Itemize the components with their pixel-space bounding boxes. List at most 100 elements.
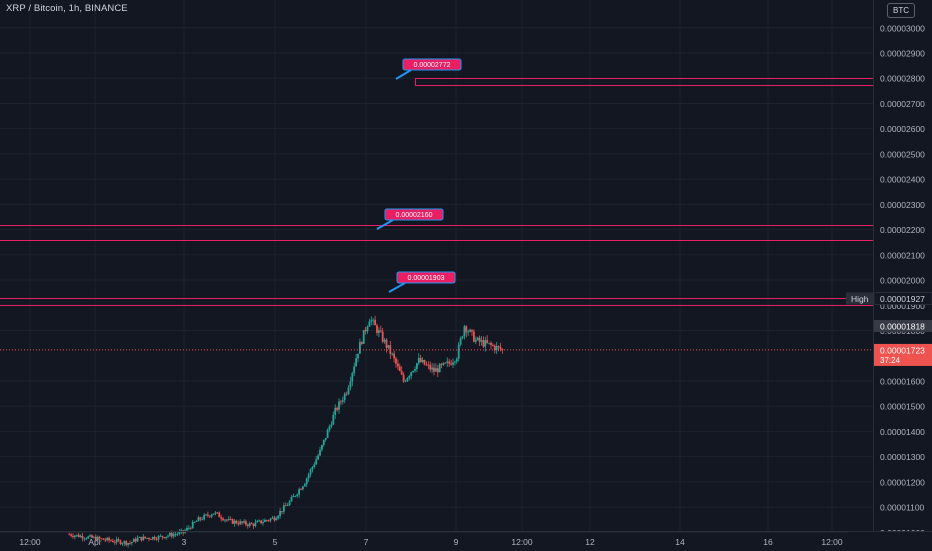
candle[interactable] — [374, 319, 376, 326]
candle[interactable] — [473, 331, 475, 342]
candle[interactable] — [423, 359, 426, 365]
candle[interactable] — [271, 517, 274, 519]
candle[interactable] — [75, 534, 78, 536]
price-axis[interactable]: 0.00003000 0.00002900 0.00002800 0.00002700… — [846, 0, 932, 550]
candle[interactable] — [402, 374, 405, 382]
candle[interactable] — [398, 366, 401, 372]
candle[interactable] — [368, 321, 371, 327]
candle[interactable] — [172, 534, 175, 537]
candle[interactable] — [376, 325, 378, 333]
candle[interactable] — [140, 536, 143, 541]
candle[interactable] — [127, 542, 129, 545]
candle[interactable] — [463, 326, 466, 337]
candle[interactable] — [119, 540, 122, 545]
candle[interactable] — [132, 538, 135, 543]
candle[interactable] — [235, 520, 238, 524]
candle[interactable] — [169, 533, 171, 536]
candle[interactable] — [199, 517, 202, 520]
candle[interactable] — [245, 521, 247, 525]
candle[interactable] — [469, 329, 471, 332]
candle[interactable] — [425, 364, 428, 366]
candle[interactable] — [201, 519, 204, 521]
candle[interactable] — [459, 338, 462, 345]
candle[interactable] — [167, 535, 169, 537]
candle[interactable] — [246, 524, 249, 527]
candle[interactable] — [208, 515, 211, 517]
candle[interactable] — [189, 527, 192, 529]
candle[interactable] — [286, 505, 289, 506]
candle[interactable] — [332, 414, 335, 425]
candle[interactable] — [360, 342, 363, 344]
candle[interactable] — [410, 372, 413, 377]
candle[interactable] — [383, 339, 386, 342]
candle[interactable] — [93, 536, 95, 538]
candle[interactable] — [421, 359, 424, 363]
candle[interactable] — [457, 344, 460, 359]
candle[interactable] — [427, 364, 430, 366]
candle[interactable] — [362, 329, 365, 344]
candle[interactable] — [440, 364, 443, 365]
candle[interactable] — [417, 358, 420, 364]
time-axis[interactable]: 12:00 Apr 3 5 7 9 12:00 12 14 16 12:00 — [0, 531, 932, 548]
candle[interactable] — [70, 534, 72, 536]
candle[interactable] — [218, 512, 221, 518]
candle[interactable] — [315, 459, 318, 465]
candle[interactable] — [279, 510, 281, 516]
candle[interactable] — [191, 522, 194, 529]
candle[interactable] — [138, 536, 141, 538]
candle[interactable] — [461, 336, 464, 339]
candle[interactable] — [129, 542, 131, 544]
candle[interactable] — [233, 520, 236, 524]
candle[interactable] — [231, 519, 234, 524]
candle[interactable] — [317, 455, 319, 460]
candle[interactable] — [134, 538, 137, 542]
candle[interactable] — [159, 535, 162, 537]
candle[interactable] — [136, 537, 139, 542]
candle[interactable] — [400, 371, 403, 375]
candle[interactable] — [454, 361, 456, 363]
candle[interactable] — [349, 381, 352, 388]
candle[interactable] — [355, 358, 357, 367]
candle[interactable] — [210, 514, 213, 517]
candle[interactable] — [256, 521, 259, 523]
candle[interactable] — [379, 330, 382, 332]
candle[interactable] — [359, 342, 361, 354]
candle[interactable] — [404, 381, 407, 382]
candle[interactable] — [303, 484, 306, 487]
candle[interactable] — [216, 512, 219, 514]
candle[interactable] — [452, 362, 454, 365]
candle[interactable] — [252, 524, 255, 526]
candle[interactable] — [391, 353, 394, 355]
candle[interactable] — [170, 533, 173, 537]
currency-badge[interactable]: BTC — [887, 3, 915, 18]
candle[interactable] — [501, 349, 504, 350]
candle[interactable] — [150, 539, 152, 540]
candle[interactable] — [480, 340, 483, 342]
candle[interactable] — [153, 536, 156, 540]
candle[interactable] — [96, 536, 99, 541]
candle[interactable] — [174, 534, 177, 535]
candle[interactable] — [131, 542, 133, 544]
candle[interactable] — [444, 362, 447, 364]
candle[interactable] — [155, 539, 158, 540]
candle[interactable] — [157, 535, 160, 540]
candle[interactable] — [341, 400, 344, 402]
candle[interactable] — [321, 445, 323, 450]
candle[interactable] — [446, 361, 449, 363]
candle[interactable] — [292, 496, 295, 498]
candle[interactable] — [207, 514, 209, 516]
candle[interactable] — [269, 518, 272, 521]
candle[interactable] — [307, 474, 310, 479]
candle[interactable] — [94, 536, 97, 541]
candle[interactable] — [241, 521, 243, 523]
candle[interactable] — [298, 489, 300, 495]
candle[interactable] — [87, 536, 90, 539]
candle[interactable] — [490, 342, 492, 345]
candle[interactable] — [290, 497, 293, 502]
candle[interactable] — [89, 535, 91, 537]
candle[interactable] — [197, 517, 200, 522]
candle[interactable] — [370, 320, 373, 322]
candle[interactable] — [322, 439, 325, 446]
candle[interactable] — [492, 344, 494, 346]
